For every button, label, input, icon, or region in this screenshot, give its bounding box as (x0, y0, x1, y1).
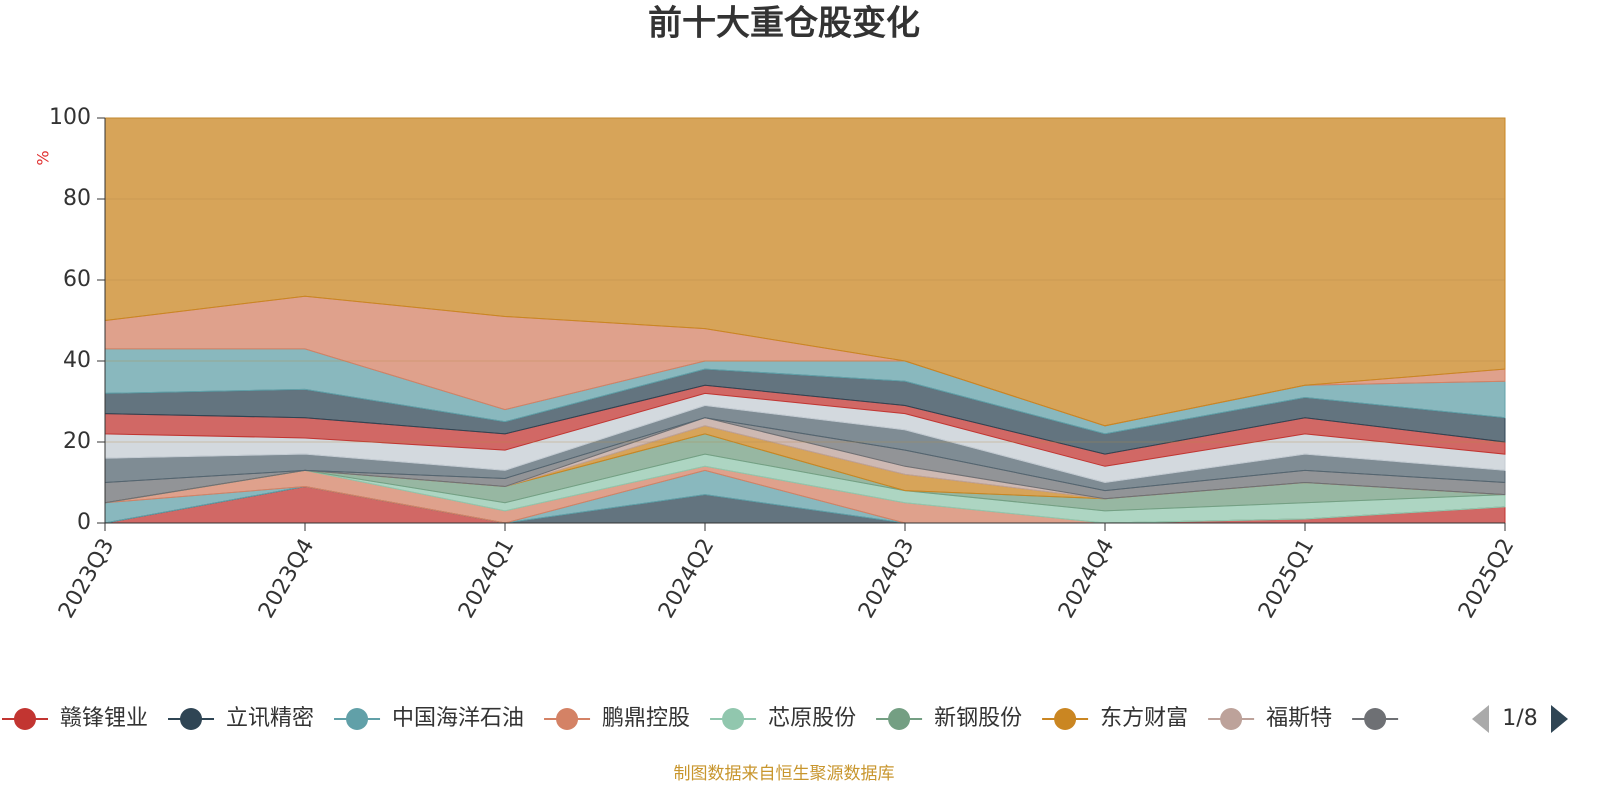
x-tick-label: 2024Q1 (454, 535, 519, 623)
x-tick-label: 2023Q4 (254, 535, 319, 623)
legend-label: 芯原股份 (768, 706, 856, 731)
legend-label: 赣锋锂业 (60, 706, 148, 731)
legend-marker (722, 708, 745, 730)
legend-next[interactable] (1551, 705, 1568, 733)
legend-marker (1054, 708, 1077, 730)
legend-label: 东方财富 (1100, 706, 1188, 731)
legend-label: 鹏鼎控股 (602, 706, 690, 731)
legend-item: 东方财富 (1042, 706, 1188, 731)
y-tick-label: 20 (63, 429, 91, 454)
y-tick-label: 0 (77, 510, 91, 535)
legend-item: 立讯精密 (168, 706, 314, 731)
legend-marker (346, 708, 369, 730)
legend-item: 赣锋锂业 (2, 706, 148, 731)
x-tick-label: 2023Q3 (54, 535, 119, 623)
footer: 制图数据来自恒生聚源数据库 (674, 764, 895, 784)
x-tick-label: 2025Q2 (1454, 535, 1519, 623)
legend-label: 新钢股份 (934, 706, 1022, 731)
legend-item: 新钢股份 (876, 706, 1022, 731)
legend-marker (180, 708, 203, 730)
legend-page: 1/8 (1502, 706, 1537, 731)
y-axis-label: % (34, 150, 53, 165)
x-tick-label: 2025Q1 (1254, 535, 1319, 623)
y-tick-label: 40 (63, 348, 91, 373)
chart-title: 前十大重仓股变化 (648, 4, 920, 44)
x-tick-label: 2024Q2 (654, 535, 719, 623)
legend-marker (556, 708, 579, 730)
area (104, 117, 1506, 427)
areas (104, 117, 1506, 524)
legend-marker (888, 708, 911, 730)
legend-marker (1364, 708, 1387, 730)
legend-label: 福斯特 (1266, 706, 1332, 731)
legend-label: 立讯精密 (226, 706, 314, 731)
x-tick-label: 2024Q4 (1054, 535, 1119, 623)
y-tick-label: 60 (63, 267, 91, 292)
legend-item (1352, 708, 1399, 730)
legend-item: 芯原股份 (710, 706, 856, 731)
y-tick-label: 80 (63, 186, 91, 211)
legend-item: 中国海洋石油 (334, 706, 524, 731)
legend-marker (14, 708, 36, 730)
legend-label: 中国海洋石油 (392, 706, 524, 731)
legend-marker (1220, 708, 1243, 730)
legend-item: 福斯特 (1208, 706, 1332, 731)
y-tick-label: 100 (49, 105, 91, 130)
legend-item: 鹏鼎控股 (544, 706, 690, 731)
x-tick-label: 2024Q3 (854, 535, 919, 623)
legend-prev[interactable] (1472, 705, 1489, 733)
